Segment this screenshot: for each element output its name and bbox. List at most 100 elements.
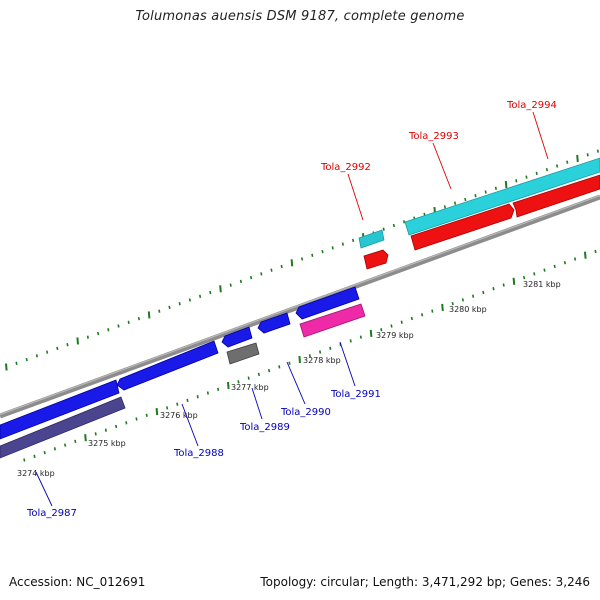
gene-bar-tola-2993-2994-cyan[interactable] xyxy=(404,157,600,236)
lower-scale-minor-tick xyxy=(380,328,383,332)
upper-scale-major-tick xyxy=(290,259,294,267)
gene-label-tola-2992[interactable]: Tola_2992 xyxy=(320,162,371,173)
gene-bar-tola-2991-magenta[interactable] xyxy=(299,303,366,338)
upper-scale-minor-tick xyxy=(525,175,528,179)
gene-bar-tola-2990[interactable] xyxy=(257,312,291,334)
genome-backbone-highlight xyxy=(0,194,600,416)
gene-label-tola-2991[interactable]: Tola_2991 xyxy=(330,389,381,400)
leader-line-tola-2992 xyxy=(347,173,364,221)
lower-scale-minor-tick xyxy=(257,372,260,377)
upper-scale-minor-tick xyxy=(56,346,59,351)
gene-label-tola-2989[interactable]: Tola_2989 xyxy=(239,422,290,433)
leader-line-tola-2991 xyxy=(339,341,356,387)
lower-scale-minor-tick xyxy=(492,287,495,291)
lower-scale-minor-tick xyxy=(278,365,281,369)
gene-bar-tola-2992-cyan[interactable] xyxy=(358,229,385,249)
lower-scale-minor-tick xyxy=(176,402,179,406)
upper-scale-minor-tick xyxy=(158,309,161,313)
reverse-strand-track xyxy=(0,286,366,459)
gene-label-tola-2993[interactable]: Tola_2993 xyxy=(408,131,459,142)
lower-scale-minor-tick xyxy=(64,443,67,447)
lower-scale-minor-tick xyxy=(33,454,36,458)
upper-scale-minor-tick xyxy=(86,335,89,339)
upper-scale-major-tick xyxy=(76,337,79,345)
lower-scale-minor-tick xyxy=(288,361,291,365)
gene-label-tola-2994[interactable]: Tola_2994 xyxy=(506,100,557,111)
upper-scale-major-tick xyxy=(147,311,151,319)
lower-scale-minor-tick xyxy=(268,368,271,373)
lower-scale-minor-tick xyxy=(186,398,189,403)
label-leader-lines xyxy=(35,111,549,507)
upper-scale-minor-tick xyxy=(280,264,283,269)
upper-scale-minor-tick xyxy=(484,190,487,194)
scale-label-3274: 3274 kbp xyxy=(17,469,55,478)
upper-scale-minor-tick xyxy=(454,201,457,205)
gene-bar-tola-2989-gray[interactable] xyxy=(226,342,260,365)
accession-text: Accession: NC_012691 xyxy=(9,575,146,589)
upper-scale-minor-tick xyxy=(178,302,181,306)
upper-scale-minor-tick xyxy=(209,290,212,295)
lower-scale-minor-tick xyxy=(43,450,46,455)
gene-label-tola-2987[interactable]: Tola_2987 xyxy=(26,508,77,519)
upper-scale-minor-tick xyxy=(392,223,395,228)
upper-scale-minor-tick xyxy=(25,357,28,362)
lower-scale-major-tick xyxy=(84,434,87,442)
lower-scale-minor-tick xyxy=(217,387,220,391)
leader-line-tola-2989 xyxy=(251,387,263,420)
scale-label-3280: 3280 kbp xyxy=(449,305,487,314)
lower-scale-minor-tick xyxy=(166,406,169,410)
gene-bar-tola-2988[interactable] xyxy=(116,340,219,391)
gene-label-tola-2988[interactable]: Tola_2988 xyxy=(173,448,224,459)
gene-bar-tola-2993[interactable] xyxy=(410,203,515,251)
lower-scale-minor-tick xyxy=(125,421,128,425)
upper-scale-minor-tick xyxy=(46,350,49,354)
lower-scale-minor-tick xyxy=(410,316,413,321)
gene-bar-tola-2994[interactable] xyxy=(512,174,600,218)
upper-scale-minor-tick xyxy=(403,220,406,224)
scale-label-3279: 3279 kbp xyxy=(376,331,414,340)
scale-label-3275: 3275 kbp xyxy=(88,439,126,448)
upper-scale-minor-tick xyxy=(107,328,110,332)
upper-scale-minor-tick xyxy=(301,257,304,261)
gene-bar-tola-2991[interactable] xyxy=(295,286,360,320)
scale-label-3277: 3277 kbp xyxy=(231,383,269,392)
upper-scale-minor-tick xyxy=(341,242,344,246)
upper-scale-minor-tick xyxy=(494,186,497,190)
gene-bar-tola-2987-slate[interactable] xyxy=(0,396,126,459)
upper-scale-minor-tick xyxy=(556,164,559,168)
lower-scale-minor-tick xyxy=(482,290,485,295)
upper-scale-major-tick xyxy=(219,285,222,293)
lower-scale-minor-tick xyxy=(359,335,362,339)
gene-bar-tola-2987[interactable] xyxy=(0,379,120,440)
upper-scale-minor-tick xyxy=(15,361,18,365)
lower-scale-major-tick xyxy=(512,277,516,285)
upper-scale-minor-tick xyxy=(250,275,253,280)
lower-scale-minor-tick xyxy=(400,320,403,324)
lower-scale-minor-tick xyxy=(135,417,138,421)
lower-scale-minor-tick xyxy=(104,428,107,432)
upper-scale-minor-tick xyxy=(270,268,273,272)
lower-scale-major-tick xyxy=(584,251,587,259)
gene-label-tola-2990[interactable]: Tola_2990 xyxy=(280,407,331,418)
upper-scale-minor-tick xyxy=(117,324,120,328)
lower-scale-minor-tick xyxy=(53,447,56,451)
lower-scale-minor-tick xyxy=(421,313,424,317)
lower-scale-minor-tick xyxy=(390,324,393,328)
upper-scale-minor-tick xyxy=(66,343,69,347)
upper-scale-minor-tick xyxy=(35,354,38,358)
upper-scale-minor-tick xyxy=(596,149,599,153)
lower-scale-minor-tick xyxy=(237,380,240,384)
upper-scale-major-tick xyxy=(576,154,579,163)
lower-scale-minor-tick xyxy=(308,354,311,358)
gene-bar-tola-2992[interactable] xyxy=(363,249,389,270)
leader-line-tola-2988 xyxy=(181,403,199,447)
lower-scale-minor-tick xyxy=(574,257,577,261)
upper-scale-minor-tick xyxy=(515,179,518,183)
lower-scale-minor-tick xyxy=(461,298,464,302)
gene-bar-tola-2989[interactable] xyxy=(221,326,253,348)
map-title: Tolumonas auensis DSM 9187, complete gen… xyxy=(135,9,465,24)
leader-line-tola-2987 xyxy=(35,471,53,507)
upper-scale-minor-tick xyxy=(352,238,355,243)
upper-scale-minor-tick xyxy=(382,227,385,231)
